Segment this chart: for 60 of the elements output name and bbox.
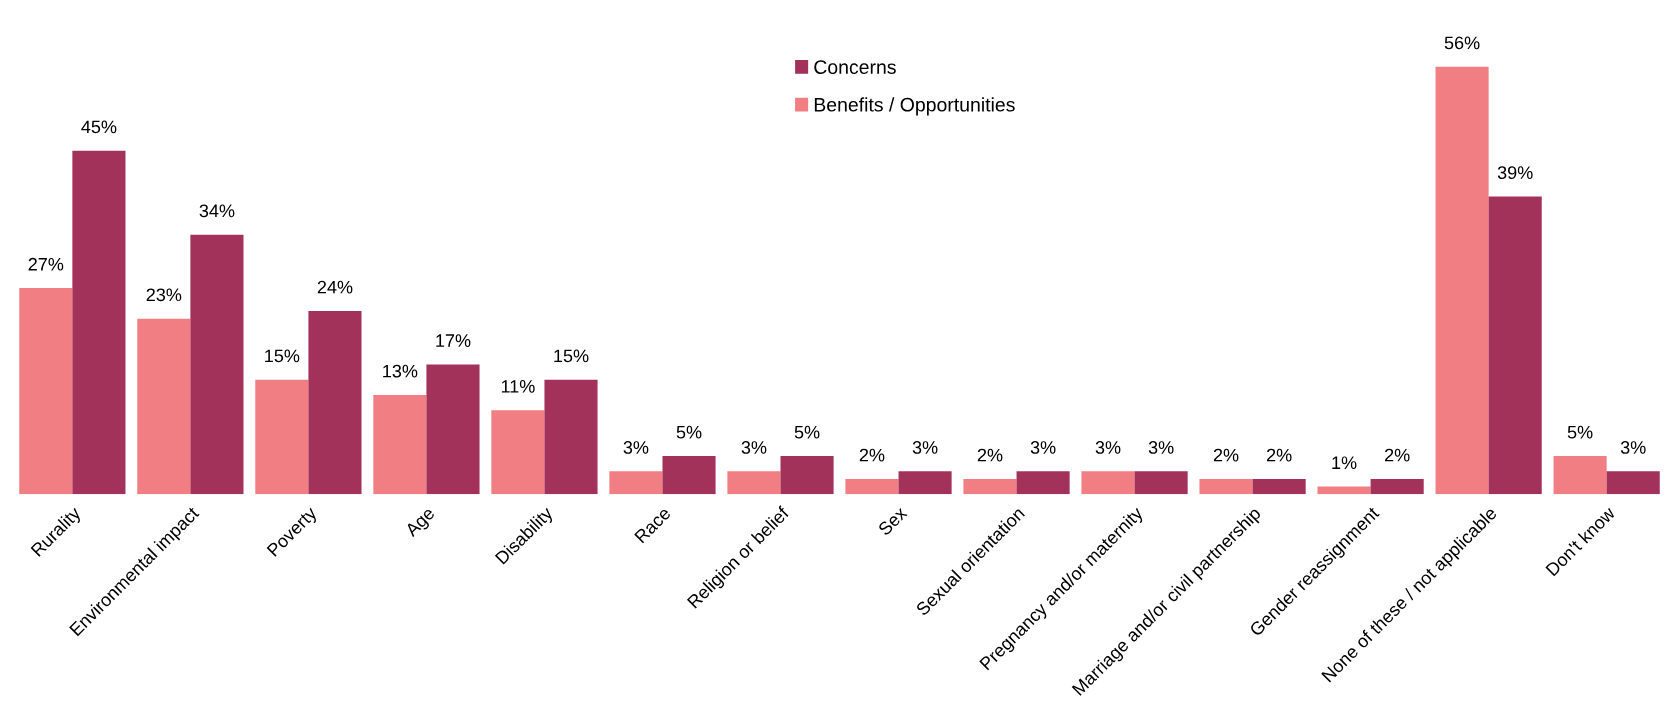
legend-label: Concerns [814,60,896,74]
data-label: 56% [1444,36,1480,50]
data-label: 5% [1567,425,1593,439]
bar [544,379,598,495]
bar [845,478,899,495]
data-label: 3% [912,441,938,454]
data-label: 15% [265,349,300,363]
data-label: 3% [1095,441,1121,454]
data-label: 17% [436,334,471,347]
bar [727,471,781,495]
bar [1252,478,1306,495]
data-label: 11% [501,380,535,393]
data-label: 15% [554,349,589,363]
data-label: 2% [1385,448,1410,462]
bar [1016,471,1070,495]
data-label: 45% [81,120,117,134]
bar [1370,478,1424,495]
bar [1435,66,1489,495]
bar [1199,478,1253,495]
data-label: 2% [1267,448,1292,462]
data-label: 2% [977,448,1003,462]
data-label: 23% [146,288,182,302]
bar [72,150,126,495]
data-label: 1% [1332,456,1357,470]
data-label: 34% [199,204,235,218]
x-tick-label: Sex [877,505,908,537]
bar [963,478,1017,495]
data-label: 2% [859,448,885,462]
data-label: 39% [1497,166,1533,180]
data-label: 3% [741,441,767,454]
x-tick-label: Age [404,506,438,540]
bar [780,456,834,495]
data-label: 3% [623,441,649,454]
bar [308,310,362,495]
bar [19,288,73,495]
bar [1081,471,1135,495]
bar [1488,196,1542,495]
bar [898,471,952,495]
data-label: 24% [317,280,353,294]
legend-label: Benefits / Opportunities [814,97,1015,116]
data-label: 3% [1148,441,1174,454]
bar [255,379,309,495]
bar [137,318,191,495]
bar [426,364,480,495]
data-label: 13% [383,364,418,378]
bar [491,410,545,495]
data-label: 3% [1620,441,1646,454]
bar [190,234,244,495]
bar [1134,471,1188,495]
bar [609,471,663,495]
data-label: 2% [1213,448,1239,462]
data-label: 3% [1030,441,1056,454]
bar [1606,471,1660,495]
data-label: 27% [28,257,64,271]
bar [662,456,716,495]
bar [373,394,427,495]
data-label: 5% [794,425,820,439]
bar [1553,456,1607,495]
bar [1317,486,1371,495]
data-label: 5% [676,425,702,439]
